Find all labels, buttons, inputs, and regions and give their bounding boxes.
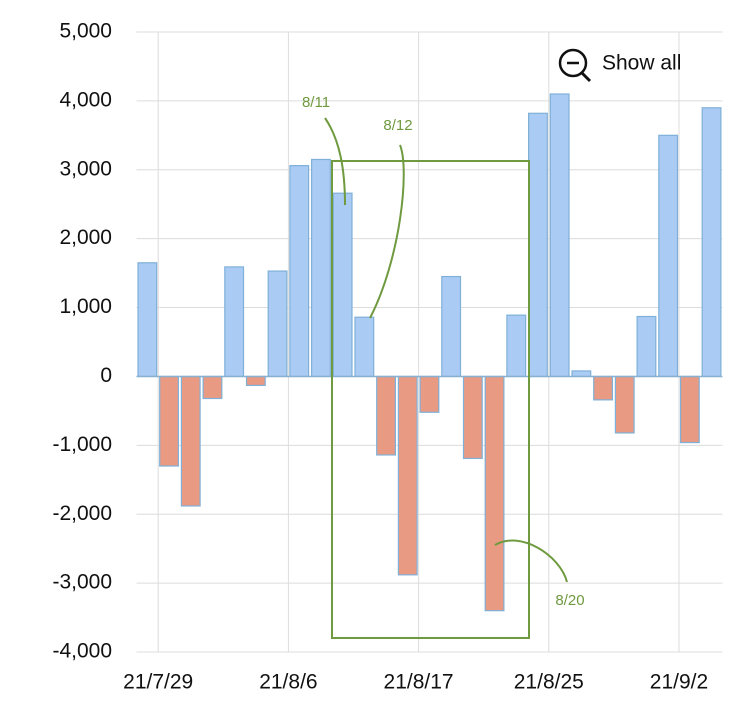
bar	[462, 375, 483, 460]
bar	[354, 316, 375, 378]
bar	[245, 375, 266, 387]
bar	[441, 275, 462, 378]
bar	[202, 375, 223, 400]
y-tick-label: 5,000	[59, 20, 112, 43]
bar	[527, 112, 548, 378]
y-tick-label: -4,000	[52, 640, 112, 663]
annotation-line	[369, 144, 405, 319]
x-tick-label: 21/9/2	[650, 671, 708, 694]
x-tick-label: 21/8/17	[384, 671, 454, 694]
bar	[376, 375, 397, 456]
bar	[506, 314, 527, 378]
bar	[571, 370, 592, 378]
y-tick-label: 1,000	[59, 295, 112, 318]
bar	[224, 266, 245, 378]
annotation-line	[324, 117, 346, 206]
bar	[701, 107, 722, 378]
y-tick-label: -2,000	[52, 502, 112, 525]
bar	[159, 375, 179, 467]
y-tick-label: 2,000	[59, 226, 112, 249]
bar	[593, 375, 614, 401]
annotation-line	[494, 539, 568, 583]
x-tick-label: 21/8/25	[514, 671, 584, 694]
x-tick-label: 21/7/29	[123, 671, 193, 694]
show-all-button[interactable]: Show all	[558, 48, 681, 83]
bar	[679, 375, 700, 444]
bar	[549, 93, 570, 378]
bar	[658, 134, 679, 378]
y-tick-label: 4,000	[59, 88, 112, 111]
button-label[interactable]: Show all	[602, 52, 681, 75]
bar	[137, 262, 158, 378]
annotation: 8/11	[302, 94, 330, 111]
bar	[484, 375, 505, 612]
bar	[180, 375, 201, 507]
annotation-shapes	[324, 117, 568, 639]
y-tick-label: -1,000	[52, 433, 112, 456]
bar	[289, 165, 310, 378]
bar	[267, 270, 288, 378]
bar	[311, 158, 331, 378]
annotation: 8/12	[383, 117, 412, 134]
zoom-icon	[580, 71, 592, 83]
annotation: 8/20	[555, 592, 584, 609]
bar	[332, 192, 353, 378]
zoom-icon	[558, 48, 588, 78]
bar	[614, 375, 635, 434]
bar	[636, 315, 657, 378]
x-tick-label: 21/8/6	[259, 671, 317, 694]
y-tick-label: 0	[100, 364, 112, 387]
y-tick-label: 3,000	[59, 157, 112, 180]
highlight-box	[331, 160, 530, 639]
bar	[397, 375, 418, 576]
y-tick-label: -3,000	[52, 571, 112, 594]
bar	[419, 375, 440, 413]
